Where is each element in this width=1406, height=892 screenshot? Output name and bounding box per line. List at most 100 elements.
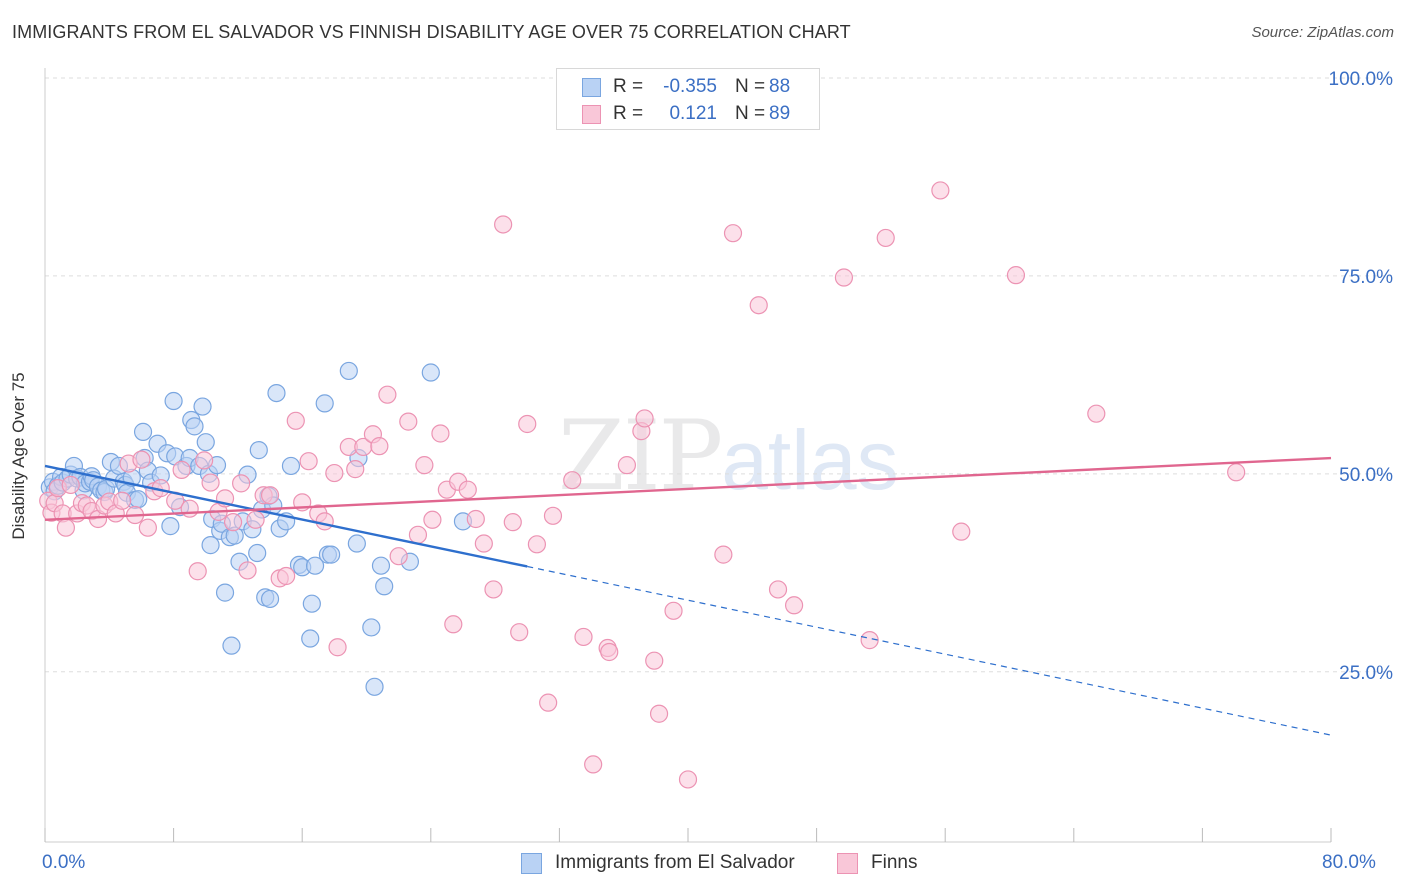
- series-el-salvador-points: [40, 361, 473, 696]
- bottom-legend-swatch-el-salvador: [521, 853, 542, 874]
- legend-row-finns: R = 0.121 N = 89: [557, 102, 819, 128]
- data-point: [267, 384, 286, 403]
- data-point: [931, 181, 950, 200]
- data-point: [339, 361, 358, 381]
- data-point: [325, 463, 344, 483]
- legend-n-label: N =: [735, 76, 766, 97]
- data-point: [408, 525, 428, 544]
- legend-r-label: R =: [613, 76, 644, 97]
- data-point: [299, 452, 318, 471]
- data-point: [723, 224, 743, 243]
- legend-n-label: N =: [735, 103, 766, 124]
- data-point: [322, 545, 341, 564]
- data-point: [215, 583, 235, 602]
- data-point: [362, 618, 381, 637]
- data-point: [246, 510, 265, 529]
- data-point: [635, 409, 654, 428]
- data-point: [185, 417, 204, 436]
- y-tick-label: 100.0%: [1329, 69, 1394, 90]
- data-point: [193, 397, 212, 416]
- y-tick-label: 75.0%: [1339, 267, 1393, 288]
- data-point: [113, 491, 132, 510]
- data-point: [423, 510, 442, 529]
- data-point: [161, 517, 180, 536]
- trend-line-dashed: [527, 565, 1332, 736]
- data-point: [365, 677, 384, 696]
- data-point: [649, 704, 669, 723]
- trend-lines: [44, 456, 1332, 736]
- x-tick-max: 80.0%: [1322, 852, 1376, 873]
- grid-lines: [45, 77, 1392, 673]
- data-point: [315, 394, 334, 413]
- data-point: [133, 422, 153, 441]
- data-point: [518, 414, 537, 434]
- data-point: [61, 475, 80, 495]
- trend-line-solid: [44, 464, 528, 568]
- data-point: [645, 651, 664, 670]
- data-point: [180, 499, 199, 518]
- data-point: [56, 518, 75, 537]
- axes: [44, 68, 1332, 843]
- trend-line-solid: [44, 456, 1332, 521]
- data-point: [664, 601, 683, 620]
- chart-title: IMMIGRANTS FROM EL SALVADOR VS FINNISH D…: [12, 22, 851, 42]
- data-point: [281, 456, 301, 476]
- data-point: [678, 770, 698, 789]
- data-point: [952, 522, 971, 541]
- data-point: [172, 460, 191, 479]
- data-point: [277, 566, 296, 586]
- data-point: [223, 513, 243, 532]
- data-point: [399, 412, 418, 431]
- data-point: [389, 547, 408, 566]
- data-point: [510, 623, 529, 642]
- data-point: [431, 424, 450, 443]
- data-point: [260, 589, 280, 609]
- data-point: [129, 490, 148, 509]
- data-point: [371, 556, 391, 575]
- legend-swatch-finns: [582, 105, 601, 124]
- data-point: [421, 363, 440, 382]
- data-point: [768, 580, 788, 599]
- data-point: [260, 486, 280, 505]
- source-credit: Source: ZipAtlas.com: [1251, 24, 1394, 41]
- correlation-legend: R = -0.355 N = 88 R = 0.121 N = 89: [556, 68, 820, 130]
- data-point: [196, 433, 215, 452]
- legend-r-value: 0.121: [669, 103, 717, 124]
- data-point: [286, 411, 305, 430]
- data-point: [328, 638, 347, 657]
- data-point: [1006, 266, 1026, 285]
- data-point: [138, 518, 157, 537]
- data-point: [201, 473, 220, 492]
- data-point: [415, 456, 434, 475]
- bottom-legend-label: Immigrants from El Salvador: [555, 852, 795, 873]
- data-point: [1227, 463, 1246, 482]
- data-point: [466, 509, 485, 529]
- data-point: [527, 535, 546, 554]
- data-point: [222, 636, 241, 655]
- data-point: [195, 451, 214, 470]
- legend-row-el-salvador: R = -0.355 N = 88: [557, 75, 819, 101]
- data-point: [484, 580, 503, 599]
- data-point: [749, 296, 768, 315]
- data-point: [238, 561, 257, 580]
- y-axis-label: Disability Age Over 75: [9, 372, 28, 540]
- y-tick-label: 25.0%: [1339, 663, 1393, 684]
- data-point: [248, 543, 267, 563]
- data-point: [494, 215, 513, 234]
- x-tick-min: 0.0%: [42, 852, 86, 873]
- watermark-atlas: atlas: [721, 413, 899, 507]
- data-point: [539, 693, 558, 712]
- data-point: [370, 437, 389, 456]
- data-point: [876, 228, 895, 248]
- bottom-legend-label: Finns: [871, 852, 918, 873]
- data-point: [346, 460, 365, 479]
- data-point: [444, 615, 463, 634]
- data-point: [617, 456, 637, 475]
- data-point: [188, 562, 207, 581]
- data-point: [474, 534, 493, 553]
- legend-n-value: 88: [769, 76, 791, 97]
- legend-r-value: -0.355: [663, 76, 717, 97]
- legend-r-label: R =: [613, 103, 644, 124]
- data-point: [164, 391, 183, 411]
